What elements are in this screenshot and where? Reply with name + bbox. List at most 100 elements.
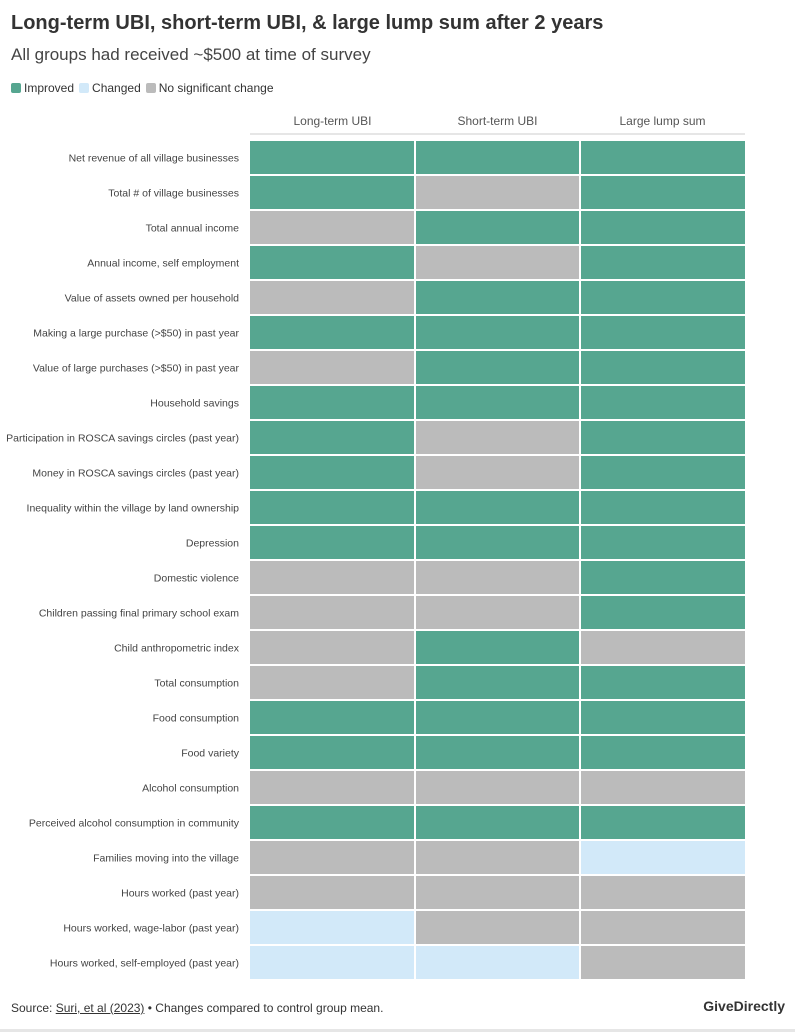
heatmap-cell xyxy=(581,841,745,874)
heatmap-cell xyxy=(250,631,414,664)
heatmap-cell xyxy=(416,211,579,244)
row-label: Hours worked, self-employed (past year) xyxy=(50,958,239,970)
heatmap-cell xyxy=(581,421,745,454)
heatmap-cell xyxy=(250,246,414,279)
legend-swatch-changed xyxy=(79,83,90,93)
row-label: Hours worked, wage-labor (past year) xyxy=(63,923,239,935)
row-label: Inequality within the village by land ow… xyxy=(27,503,240,515)
heatmap-cell xyxy=(250,456,414,489)
row-label: Value of large purchases (>$50) in past … xyxy=(33,363,240,375)
legend-item-no-change: No significant change xyxy=(145,81,274,95)
source-prefix: Source: xyxy=(11,1001,56,1015)
row-label: Child anthropometric index xyxy=(114,643,240,655)
heatmap-cell xyxy=(581,596,745,629)
heatmap-cell xyxy=(416,841,579,874)
row-label: Total annual income xyxy=(146,223,240,235)
heatmap-cell xyxy=(416,946,579,979)
heatmap-cell xyxy=(250,141,414,174)
source-link[interactable]: Suri, et al (2023) xyxy=(55,1001,145,1015)
chart-subtitle: All groups had received ~$500 at time of… xyxy=(11,45,371,64)
heatmap-cell xyxy=(416,806,579,839)
heatmap-cell xyxy=(416,246,579,279)
heatmap-cell xyxy=(581,141,745,174)
legend: Improved Changed No significant change xyxy=(11,81,279,95)
row-label: Depression xyxy=(186,538,239,550)
row-label: Net revenue of all village businesses xyxy=(69,153,239,165)
heatmap-cell xyxy=(416,316,579,349)
heatmap-cell xyxy=(250,701,414,734)
heatmap-cell xyxy=(416,386,579,419)
heatmap-cell xyxy=(250,211,414,244)
heatmap-cell xyxy=(250,596,414,629)
heatmap-cell xyxy=(416,876,579,909)
heatmap-cell xyxy=(581,176,745,209)
legend-swatch-improved xyxy=(11,83,21,93)
heatmap-cell xyxy=(581,491,745,524)
heatmap-cell xyxy=(250,946,414,979)
source-note: Source: Suri, et al (2023) • Changes com… xyxy=(11,1001,383,1015)
row-label: Food consumption xyxy=(153,713,240,725)
row-label: Money in ROSCA savings circles (past yea… xyxy=(32,468,239,480)
heatmap-cell xyxy=(416,351,579,384)
legend-item-changed: Changed xyxy=(79,81,141,95)
legend-label-improved: Improved xyxy=(24,81,75,95)
heatmap-cell xyxy=(581,666,745,699)
row-label: Participation in ROSCA savings circles (… xyxy=(6,433,239,445)
column-header: Long-term UBI xyxy=(293,114,371,128)
heatmap-cell xyxy=(416,561,579,594)
heatmap-cell xyxy=(250,876,414,909)
heatmap-cell xyxy=(416,701,579,734)
brand-logo: GiveDirectly xyxy=(703,998,785,1014)
heatmap-cell xyxy=(581,946,745,979)
row-label: Food variety xyxy=(181,748,240,760)
heatmap-cell xyxy=(581,456,745,489)
heatmap-cell xyxy=(250,561,414,594)
heatmap-cell xyxy=(581,631,745,664)
heatmap-chart: Long-term UBI Short-term UBI Large lump su… xyxy=(6,114,745,979)
legend-label-no-change: No significant change xyxy=(158,81,274,95)
heatmap-cell xyxy=(416,911,579,944)
heatmap-cell xyxy=(416,771,579,804)
heatmap-cell xyxy=(250,806,414,839)
heatmap-cell xyxy=(581,701,745,734)
row-label: Families moving into the village xyxy=(93,853,239,865)
heatmap-cell xyxy=(250,771,414,804)
row-label: Total consumption xyxy=(154,678,239,690)
source-suffix: • Changes compared to control group mean… xyxy=(144,1001,384,1015)
row-label: Household savings xyxy=(150,398,239,410)
heatmap-cell xyxy=(416,176,579,209)
heatmap-cell xyxy=(250,421,414,454)
heatmap-cell xyxy=(581,211,745,244)
heatmap-cell xyxy=(250,911,414,944)
heatmap-cell xyxy=(416,491,579,524)
heatmap-cell xyxy=(581,771,745,804)
heatmap-cell xyxy=(416,666,579,699)
row-label: Hours worked (past year) xyxy=(121,888,239,900)
legend-swatch-no-change xyxy=(145,83,156,93)
chart-title: Long-term UBI, short-term UBI, & large l… xyxy=(11,12,604,34)
heatmap-cell xyxy=(250,351,414,384)
row-label: Total # of village businesses xyxy=(108,188,239,200)
heatmap-cell xyxy=(250,526,414,559)
heatmap-cell xyxy=(250,736,414,769)
row-label: Children passing final primary school ex… xyxy=(39,608,239,620)
heatmap-cell xyxy=(416,456,579,489)
heatmap-cell xyxy=(250,176,414,209)
heatmap-cell xyxy=(581,351,745,384)
heatmap-cell xyxy=(250,666,414,699)
heatmap-cell xyxy=(581,876,745,909)
heatmap-cell xyxy=(581,736,745,769)
legend-item-improved: Improved xyxy=(11,81,74,95)
row-label: Value of assets owned per household xyxy=(65,293,240,305)
column-header: Short-term UBI xyxy=(457,114,537,128)
bottom-divider xyxy=(0,1029,795,1032)
row-label: Annual income, self employment xyxy=(87,258,239,270)
heatmap-cell xyxy=(250,841,414,874)
row-label: Domestic violence xyxy=(154,573,239,585)
legend-label-changed: Changed xyxy=(92,81,141,95)
heatmap-cell xyxy=(416,421,579,454)
heatmap-cell xyxy=(250,491,414,524)
heatmap-cell xyxy=(416,596,579,629)
heatmap-cell xyxy=(581,281,745,314)
heatmap-cell xyxy=(581,526,745,559)
